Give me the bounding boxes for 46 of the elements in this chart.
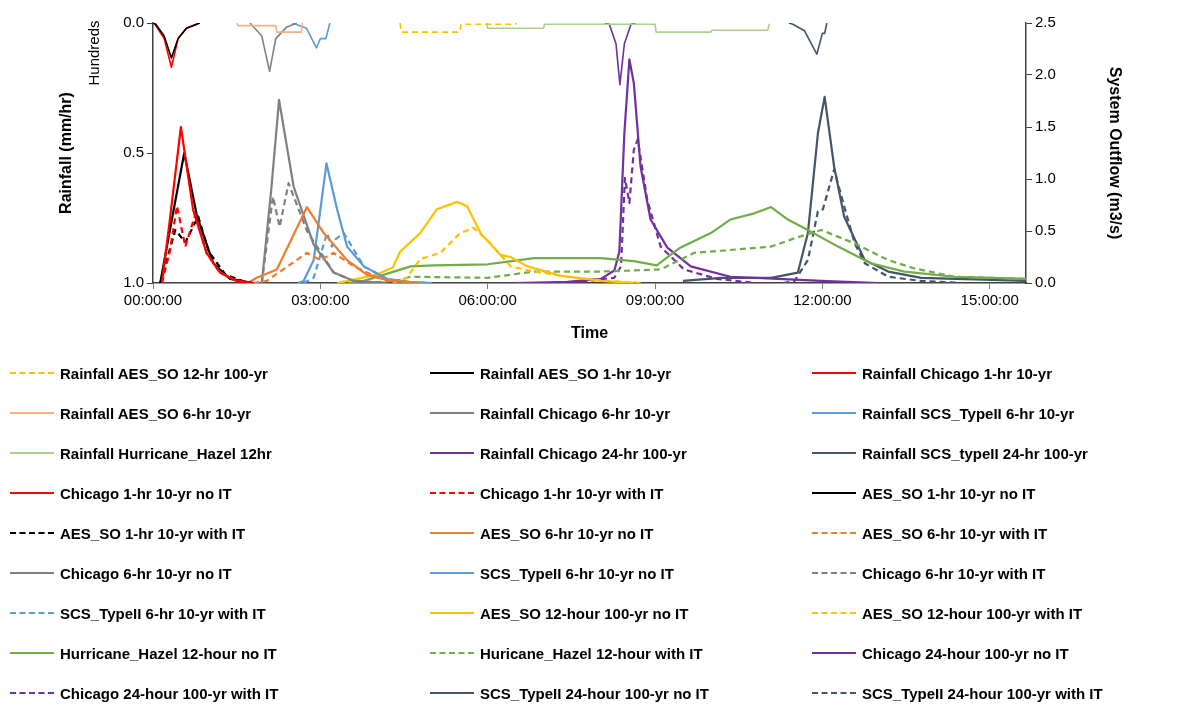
legend-label: Chicago 6-hr 10-yr with IT [862,564,1046,582]
legend-label: SCS_TypeII 6-hr 10-yr no IT [480,564,674,582]
legend-label: Rainfall AES_SO 6-hr 10-yr [60,404,252,422]
legend-label: Rainfall Chicago 1-hr 10-yr [862,364,1053,382]
y2-axis-title: System Outflow (m3/s) [1106,66,1124,240]
y2-tick-label: 0.0 [1035,273,1056,291]
legend-label: Chicago 24-hour 100-yr with IT [60,684,279,702]
y-tick-label: 0.5 [123,143,144,161]
x-tick-label: 12:00:00 [793,291,852,309]
x-tick-label: 15:00:00 [960,291,1019,309]
x-tick-label: 03:00:00 [291,291,350,309]
legend-label: Rainfall Chicago 6-hr 10-yr [480,404,671,422]
legend-label: Chicago 1-hr 10-yr no IT [60,484,232,502]
x-tick-label: 09:00:00 [625,291,685,309]
x-axis-title: Time [570,323,609,341]
legend-label: SCS_TypeII 24-hour 100-yr with IT [862,684,1103,702]
legend-label: Chicago 24-hour 100-yr no IT [862,644,1069,662]
x-tick-label: 00:00:00 [123,291,183,309]
legend-label: AES_SO 12-hour 100-yr with IT [862,604,1083,622]
y2-tick-label: 0.5 [1035,221,1056,239]
legend-label: AES_SO 1-hr 10-yr with IT [60,524,246,542]
y-tick-label: 1.0 [123,273,144,291]
legend-label: SCS_TypeII 24-hour 100-yr no IT [480,684,709,702]
legend-label: Huricane_Hazel 12-hour with IT [480,644,703,662]
y2-tick-label: 2.5 [1035,13,1056,31]
y2-tick-label: 2.0 [1035,65,1056,83]
legend-label: Rainfall SCS_TypeII 6-hr 10-yr [862,404,1075,422]
legend-label: Rainfall SCS_typeII 24-hr 100-yr [862,444,1088,462]
legend-label: Rainfall AES_SO 12-hr 100-yr [60,364,268,382]
legend-label: Rainfall Chicago 24-hr 100-yr [480,444,687,462]
x-tick-label: 06:00:00 [458,291,517,309]
legend-label: AES_SO 12-hour 100-yr no IT [480,604,689,622]
legend-label: SCS_TypeII 6-hr 10-yr with IT [60,604,266,622]
legend-label: Hurricane_Hazel 12-hour no IT [60,644,277,662]
legend-label: Chicago 6-hr 10-yr no IT [60,564,232,582]
legend-label: AES_SO 6-hr 10-yr with IT [862,524,1048,542]
y-axis-title: Rainfall (mm/hr) [57,92,75,214]
legend-label: AES_SO 6-hr 10-yr no IT [480,524,654,542]
legend-label: Rainfall AES_SO 1-hr 10-yr [480,364,672,382]
legend-label: Chicago 1-hr 10-yr with IT [480,484,664,502]
text: Hundreds [85,20,103,86]
y2-tick-label: 1.0 [1035,169,1056,187]
legend-label: AES_SO 1-hr 10-yr no IT [862,484,1036,502]
legend-label: Rainfall Hurricane_Hazel 12hr [60,444,272,462]
y-tick-label: 0.0 [123,13,144,31]
y2-tick-label: 1.5 [1035,117,1056,135]
